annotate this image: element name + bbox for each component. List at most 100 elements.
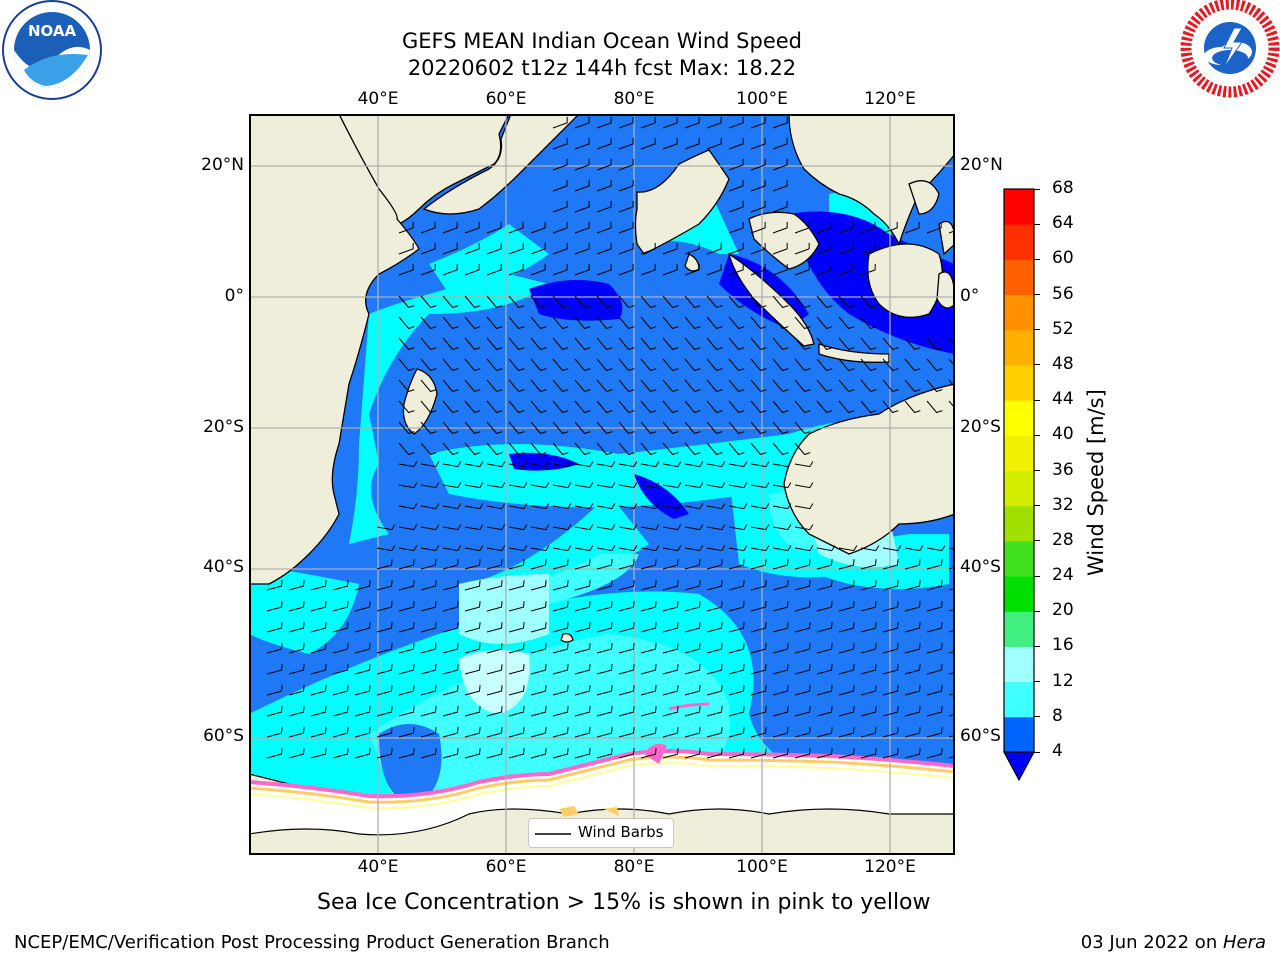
wind-barb — [772, 727, 789, 738]
colorbar-tick-mark — [1034, 575, 1040, 577]
wind-barb — [816, 295, 833, 309]
wind-barb — [816, 242, 832, 255]
wind-barb — [596, 295, 613, 309]
wind-barb — [596, 242, 612, 255]
wind-barb — [728, 580, 745, 591]
wind-barb — [640, 727, 657, 738]
wind-barb — [816, 559, 833, 570]
wind-barb — [464, 545, 484, 552]
wind-barb — [728, 727, 745, 738]
wind-barb — [530, 503, 550, 510]
wind-barb — [882, 727, 899, 738]
wind-barb — [838, 242, 854, 255]
wind-barb — [772, 685, 789, 696]
wind-barb — [706, 580, 723, 591]
wind-barb — [662, 137, 678, 150]
noaa-logo-text: NOAA — [28, 22, 77, 40]
wind-barb — [750, 643, 767, 654]
colorbar-tick-mark — [1034, 399, 1040, 401]
wind-barb — [794, 643, 811, 654]
wind-barb — [772, 337, 789, 351]
wind-barb — [618, 116, 634, 129]
wind-barb — [640, 295, 657, 309]
wind-barb — [310, 580, 327, 591]
wind-barb — [772, 400, 789, 414]
wind-barb — [420, 358, 437, 372]
colorbar-tick-label: 32 — [1052, 494, 1074, 515]
wind-barb — [310, 748, 327, 759]
wind-barb — [860, 242, 876, 255]
wind-barb — [288, 601, 305, 612]
wind-barb — [860, 221, 876, 234]
wind-barb — [442, 601, 459, 612]
wind-barb — [332, 622, 349, 633]
wind-barb — [398, 545, 418, 552]
wind-barb — [398, 221, 414, 234]
wind-barb — [640, 706, 657, 717]
wind-barb — [750, 337, 767, 351]
wind-barb — [596, 316, 613, 330]
colorbar-tick-mark — [1034, 434, 1040, 436]
wind-barb — [486, 685, 503, 696]
wind-barb — [574, 601, 591, 612]
wind-barb — [794, 461, 814, 468]
wind-barb — [772, 137, 788, 150]
wind-barb — [728, 316, 745, 330]
wind-barb — [420, 442, 437, 456]
wind-barb — [684, 116, 700, 129]
wind-barb — [530, 748, 547, 759]
wind-barb — [486, 664, 503, 675]
wind-barb — [772, 316, 789, 330]
wind-barb — [750, 179, 766, 192]
wind-barb — [486, 442, 503, 456]
wind-barb — [574, 242, 590, 255]
colorbar-tick-label: 60 — [1052, 248, 1074, 269]
colorbar-tick-label: 56 — [1052, 283, 1074, 304]
wind-barb — [552, 524, 572, 531]
wind-barb — [486, 337, 503, 351]
wind-barb — [772, 482, 792, 489]
wind-barb — [838, 622, 855, 633]
wind-barb — [640, 358, 657, 372]
wind-barb — [552, 559, 569, 570]
wind-barb — [684, 421, 701, 435]
lon-label-top: 60°E — [485, 89, 527, 109]
wind-barb — [750, 295, 767, 309]
map-title: GEFS MEAN Indian Ocean Wind Speed — [401, 29, 803, 53]
wind-barb — [860, 379, 877, 393]
wind-barb — [662, 524, 682, 531]
wind-barb — [860, 580, 877, 591]
wind-barb — [684, 706, 701, 717]
colorbar-tick-mark — [1034, 258, 1040, 260]
wind-barb — [618, 601, 635, 612]
colorbar-segment — [1004, 294, 1034, 331]
wind-barb — [684, 748, 701, 759]
wind-barb — [266, 643, 283, 654]
wind-barb — [794, 421, 811, 435]
wind-barb — [266, 748, 283, 759]
wind-barb — [508, 727, 525, 738]
wind-barbs — [266, 116, 954, 759]
lon-label-bottom: 60°E — [485, 857, 527, 877]
wind-barb — [882, 685, 899, 696]
wind-barb — [508, 580, 525, 591]
wind-barb — [332, 664, 349, 675]
wind-barb — [728, 263, 744, 276]
wind-barb — [376, 685, 393, 696]
wind-barb — [310, 706, 327, 717]
wind-barb — [640, 664, 657, 675]
wind-barb — [354, 706, 371, 717]
wind-barb — [882, 706, 899, 717]
wind-barb — [728, 442, 745, 456]
wind-barb — [552, 379, 569, 393]
wind-barb — [618, 221, 634, 234]
wind-barb — [640, 503, 660, 510]
wind-barb — [442, 503, 462, 510]
wind-barb — [508, 524, 528, 531]
wind-barb — [354, 748, 371, 759]
wind-barb — [552, 295, 569, 309]
colorbar-segment — [1004, 505, 1034, 542]
wind-barb — [486, 400, 503, 414]
wind-barb — [552, 263, 568, 276]
wind-barb — [596, 524, 616, 531]
